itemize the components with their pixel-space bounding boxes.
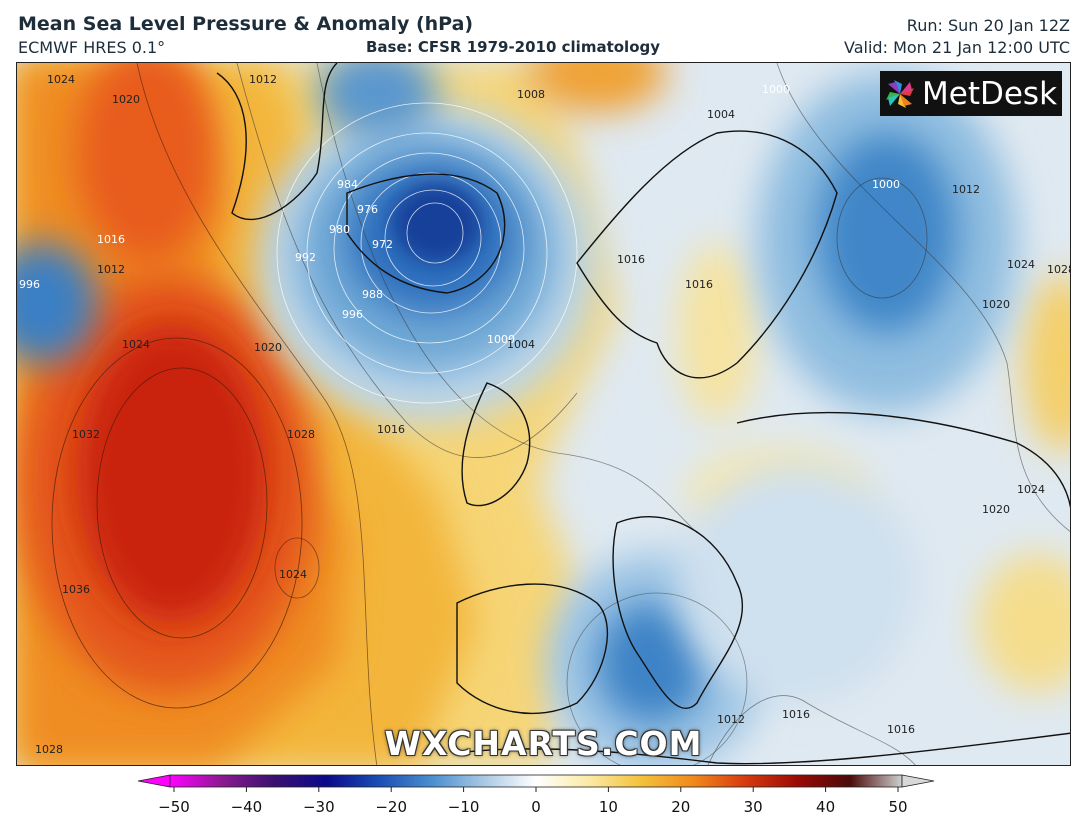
colorbar-tick-label: 10 xyxy=(599,798,618,816)
colorbar-tick-label: −40 xyxy=(231,798,263,816)
isobar-label: 1024 xyxy=(122,338,150,351)
isobar-label: 1032 xyxy=(72,428,100,441)
north-africa-coast xyxy=(456,732,1070,765)
colorbar-tick-label: 50 xyxy=(888,798,907,816)
isobar-label: 1020 xyxy=(254,341,282,354)
isobar-label: 1004 xyxy=(507,338,535,351)
anomaly-map[interactable]: 1024 1020 1012 1008 1004 1000 984 976 97… xyxy=(16,62,1071,766)
isobar-label: 1000 xyxy=(762,83,790,96)
colorbar-tick-label: 40 xyxy=(816,798,835,816)
isobar-label: 1004 xyxy=(707,108,735,121)
isobar-label: 1012 xyxy=(952,183,980,196)
isobar-label: 1016 xyxy=(97,233,125,246)
run-time-label: Run: Sun 20 Jan 12Z xyxy=(906,16,1070,35)
british-isles-coast xyxy=(461,382,531,507)
isobars xyxy=(51,63,1070,765)
isobar-label: 1028 xyxy=(1047,263,1071,276)
isobar-label: 1012 xyxy=(717,713,745,726)
map-canvas: 1024 1020 1012 1008 1004 1000 984 976 97… xyxy=(17,63,1071,765)
isobar-label: 1016 xyxy=(617,253,645,266)
isobar-label: 1020 xyxy=(982,503,1010,516)
italy-coast xyxy=(612,516,743,710)
iceland-coast xyxy=(346,173,506,294)
colorbar-scale xyxy=(169,774,903,788)
isobar-label: 1024 xyxy=(47,73,75,86)
isobar-labels: 1024 1020 1012 1008 1004 1000 984 976 97… xyxy=(19,73,1071,756)
isobar-label: 984 xyxy=(337,178,358,191)
isobar-label: 976 xyxy=(357,203,378,216)
metdesk-logo-text: MetDesk xyxy=(922,75,1058,112)
pinwheel-logo-icon xyxy=(886,79,914,108)
climatology-base-label: Base: CFSR 1979-2010 climatology xyxy=(366,38,661,56)
isobar-label: 1012 xyxy=(249,73,277,86)
isobar-label: 1024 xyxy=(1007,258,1035,271)
isobar-label: 988 xyxy=(362,288,383,301)
eastern-europe-border xyxy=(736,411,1070,509)
negative-anomaly-field xyxy=(17,63,1017,765)
isobar-label: 996 xyxy=(342,308,363,321)
isobar-label: 1024 xyxy=(279,568,307,581)
isobar-label: 1028 xyxy=(287,428,315,441)
colorbar-ticks: −50 −40 −30 −20 −10 0 10 20 30 40 50 xyxy=(158,787,908,816)
colorbar-tick-label: −50 xyxy=(158,798,190,816)
isobar-label: 996 xyxy=(19,278,40,291)
scandinavia-coast xyxy=(576,130,838,379)
valid-time-label: Valid: Mon 21 Jan 12:00 UTC xyxy=(844,38,1070,57)
isobar-label: 1016 xyxy=(782,708,810,721)
isobar-label: 1028 xyxy=(35,743,63,756)
greenland-coast xyxy=(216,63,338,220)
coastlines xyxy=(216,63,1070,765)
isobar-label: 1000 xyxy=(487,333,515,346)
colorbar-tick-label: −30 xyxy=(303,798,335,816)
chart-title: Mean Sea Level Pressure & Anomaly (hPa) xyxy=(18,13,474,35)
isobar-label: 1000 xyxy=(872,178,900,191)
isobar-label: 972 xyxy=(372,238,393,251)
isobar-label: 1016 xyxy=(377,423,405,436)
isobar-label: 1012 xyxy=(97,263,125,276)
colorbar-tick-label: 20 xyxy=(671,798,690,816)
colorbar-max-arrow xyxy=(901,774,935,788)
isobar-label: 1016 xyxy=(887,723,915,736)
wxcharts-watermark: WXCHARTS.COM xyxy=(384,724,703,763)
colorbar-min-arrow xyxy=(137,774,171,788)
colorbar-tick-label: −10 xyxy=(448,798,480,816)
model-label: ECMWF HRES 0.1° xyxy=(18,38,166,57)
colorbar-tick-label: −20 xyxy=(375,798,407,816)
colorbar-tick-label: 30 xyxy=(744,798,763,816)
isobar-label: 992 xyxy=(295,251,316,264)
isobar-label: 1020 xyxy=(982,298,1010,311)
positive-anomaly-field xyxy=(17,63,1070,765)
anomaly-colorbar: −50 −40 −30 −20 −10 0 10 20 30 40 50 xyxy=(137,774,935,816)
isobar-label: 1024 xyxy=(1017,483,1045,496)
colorbar-tick-label: 0 xyxy=(531,798,541,816)
isobar-label: 1008 xyxy=(517,88,545,101)
iberia-coast xyxy=(456,583,609,715)
isobar-label: 1020 xyxy=(112,93,140,106)
isobar-label: 1016 xyxy=(685,278,713,291)
metdesk-logo: MetDesk xyxy=(880,71,1062,116)
isobar-label: 1036 xyxy=(62,583,90,596)
isobar-label: 980 xyxy=(329,223,350,236)
